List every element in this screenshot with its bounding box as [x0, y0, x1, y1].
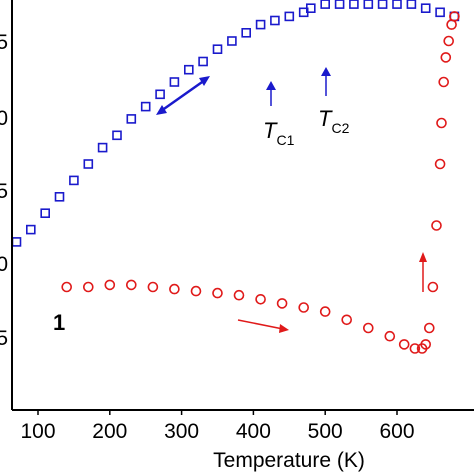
- series-0-point: [420, 3, 431, 13]
- series-1-point: [61, 281, 72, 293]
- y-tick-label: 5: [0, 327, 8, 350]
- series-0-point: [406, 0, 417, 9]
- series-1-point: [276, 298, 288, 309]
- series-0-point: [69, 175, 79, 186]
- series-1-point: [341, 314, 353, 326]
- series-0-point: [305, 3, 316, 13]
- series-0-point: [392, 0, 402, 9]
- series-1-point: [384, 330, 396, 342]
- series-1-point: [319, 306, 331, 317]
- series-1-point: [126, 279, 137, 291]
- series-1-point: [398, 339, 410, 350]
- x-tick-label: 300: [164, 420, 199, 443]
- series-0-point: [83, 159, 94, 169]
- series-1-point: [212, 287, 223, 299]
- y-tick-label: 0: [0, 253, 8, 276]
- series-1-point: [436, 117, 447, 129]
- series-1-point: [438, 76, 450, 88]
- series-0-point: [25, 224, 36, 235]
- series-1-point: [443, 35, 455, 47]
- series-1-point: [431, 220, 442, 231]
- series-1-point: [298, 302, 310, 313]
- x-tick-label: 600: [379, 420, 414, 443]
- series-0-point: [241, 27, 251, 38]
- red-up-arrow-head: [419, 252, 427, 262]
- series-0-point: [270, 15, 280, 26]
- series-1-point: [362, 322, 374, 334]
- tc2-label: TC2: [318, 106, 350, 136]
- blue-direction-arrow: [160, 78, 206, 113]
- series-0-point: [54, 192, 65, 202]
- series-1-point: [147, 281, 159, 293]
- x-tick-label: 100: [20, 420, 55, 443]
- series-1-point: [233, 289, 245, 301]
- series-0-point: [198, 56, 208, 67]
- tc2-arrow-head: [321, 67, 331, 76]
- series-0-point: [435, 7, 445, 18]
- series-0-point: [255, 19, 266, 30]
- series-1-point: [409, 343, 421, 354]
- series-1-point: [83, 281, 94, 293]
- y-tick-label: 0: [0, 107, 8, 130]
- series-1-point: [104, 279, 116, 291]
- series-1-point: [434, 158, 446, 170]
- series-0-point: [140, 101, 151, 112]
- series-1-point: [423, 322, 435, 334]
- series-0-point: [363, 0, 374, 9]
- series-0-point: [349, 0, 359, 9]
- series-0-point: [377, 0, 388, 9]
- series-0-point: [126, 114, 137, 124]
- annotation-layer: TC1 TC2 1: [53, 67, 427, 335]
- series-1-point: [420, 339, 432, 350]
- y-tick-label: 5: [0, 180, 8, 203]
- series-0-point: [334, 0, 345, 9]
- series-0-point: [227, 36, 237, 46]
- series-1-point: [427, 281, 439, 293]
- x-tick-label: 500: [308, 420, 343, 443]
- series-0-point: [320, 0, 331, 9]
- series-0-point: [97, 142, 108, 153]
- blue-arrow-head-up: [199, 76, 210, 86]
- series-0-point: [11, 237, 22, 247]
- tc1-arrow-head: [266, 81, 276, 90]
- series-0-point: [184, 64, 194, 75]
- x-axis-label: Temperature (K): [213, 449, 365, 472]
- series-layer: [11, 0, 460, 354]
- series-0-point: [40, 208, 51, 218]
- series-1-point: [255, 293, 266, 305]
- series-0-point: [155, 89, 165, 100]
- x-ticks: 100 200 300 400 500 600: [20, 410, 415, 443]
- tc1-label: TC1: [263, 118, 295, 148]
- series-1-point: [449, 11, 460, 22]
- x-tick-label: 400: [236, 420, 271, 443]
- series-0-point: [169, 77, 180, 87]
- red-direction-arrow: [237, 319, 284, 330]
- curve-label: 1: [53, 310, 65, 335]
- y-tick-label: 5: [0, 31, 8, 54]
- series-1-point: [440, 52, 452, 63]
- series-0-point: [284, 11, 295, 22]
- y-ticks: 5 0 5 0 5: [0, 31, 8, 350]
- series-0-point: [212, 44, 223, 55]
- x-tick-label: 200: [92, 420, 127, 443]
- series-1-point: [190, 285, 202, 297]
- series-1-point: [169, 283, 180, 295]
- blue-arrow-head-down: [156, 105, 167, 115]
- red-arrow-head: [279, 324, 289, 333]
- series-0-point: [112, 130, 122, 141]
